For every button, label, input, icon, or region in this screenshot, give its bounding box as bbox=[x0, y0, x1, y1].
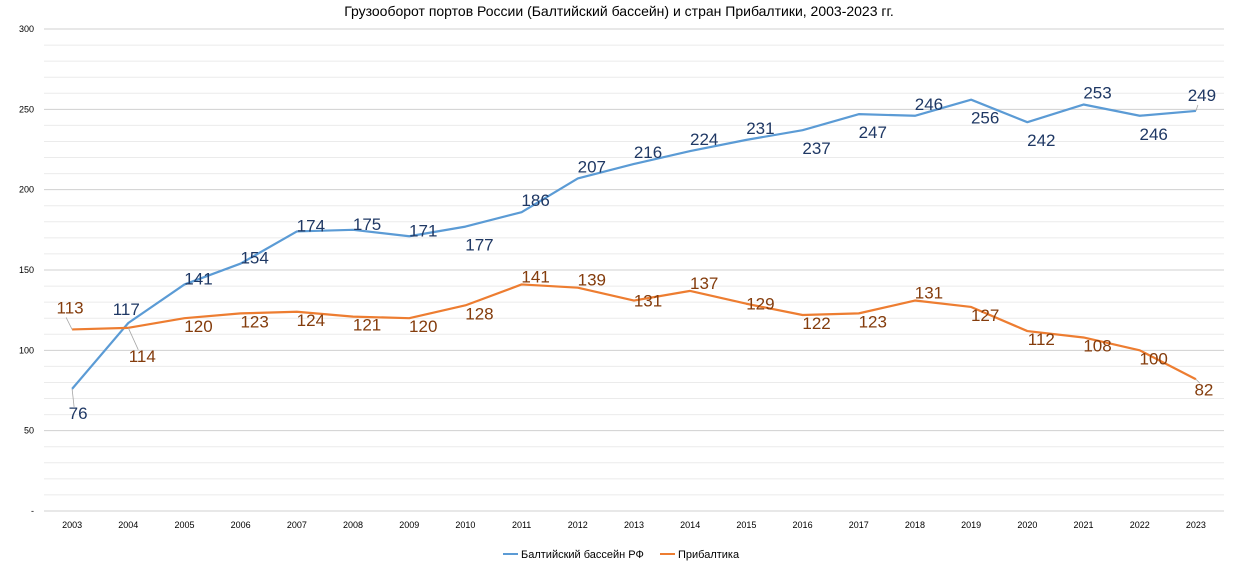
x-tick-label: 2003 bbox=[62, 520, 82, 530]
data-label: 154 bbox=[240, 249, 268, 268]
label-leader-line bbox=[1195, 378, 1201, 384]
data-label: 141 bbox=[184, 269, 212, 288]
label-leaders bbox=[65, 104, 1201, 407]
series-lines bbox=[71, 98, 1197, 390]
x-tick-label: 2008 bbox=[343, 520, 363, 530]
x-tick-label: 2020 bbox=[1017, 520, 1037, 530]
data-label: 120 bbox=[184, 317, 212, 336]
data-label: 137 bbox=[690, 274, 718, 293]
label-leader-line bbox=[71, 388, 75, 407]
data-label: 123 bbox=[859, 312, 887, 331]
data-label: 139 bbox=[578, 271, 606, 290]
x-tick-label: 2007 bbox=[287, 520, 307, 530]
y-tick-label: 150 bbox=[19, 265, 34, 275]
x-tick-label: 2019 bbox=[961, 520, 981, 530]
x-axis-ticks: 2003 2004 2005 2006 2007 2008 2009 2010 2011 2012… bbox=[62, 520, 1206, 530]
data-label: 108 bbox=[1083, 336, 1111, 355]
x-tick-label: 2021 bbox=[1074, 520, 1094, 530]
y-tick-label: 250 bbox=[19, 104, 34, 114]
label-leader-line bbox=[65, 317, 73, 330]
data-label: 171 bbox=[409, 221, 437, 240]
y-tick-label: - bbox=[31, 506, 34, 516]
series-line-baltics bbox=[72, 283, 1197, 381]
label-leader-line bbox=[1195, 104, 1199, 112]
data-label: 175 bbox=[353, 215, 381, 234]
x-tick-label: 2013 bbox=[624, 520, 644, 530]
data-label: 112 bbox=[1028, 330, 1055, 349]
x-tick-label: 2004 bbox=[118, 520, 138, 530]
grid bbox=[44, 28, 1224, 512]
data-label: 129 bbox=[746, 295, 774, 314]
data-label: 122 bbox=[802, 314, 830, 333]
data-label: 247 bbox=[859, 123, 887, 142]
x-tick-label: 2015 bbox=[736, 520, 756, 530]
data-label: 76 bbox=[69, 404, 88, 423]
chart-title: Грузооборот портов России (Балтийский ба… bbox=[344, 3, 894, 19]
data-label: 207 bbox=[578, 157, 606, 176]
x-tick-label: 2016 bbox=[793, 520, 813, 530]
x-tick-label: 2006 bbox=[231, 520, 251, 530]
x-tick-label: 2012 bbox=[568, 520, 588, 530]
x-tick-label: 2022 bbox=[1130, 520, 1150, 530]
data-label: 242 bbox=[1027, 131, 1055, 150]
x-tick-label: 2005 bbox=[174, 520, 194, 530]
data-labels: 76 117 141 154 174 175 171 177 186 207 216 224 231 23… bbox=[57, 84, 1217, 423]
x-tick-label: 2009 bbox=[399, 520, 419, 530]
y-axis-ticks: - 50 100 150 200 250 300 bbox=[19, 24, 34, 516]
y-tick-label: 200 bbox=[19, 185, 34, 195]
label-leader-line bbox=[127, 327, 139, 351]
data-label: 246 bbox=[1140, 125, 1168, 144]
series-line-baltic bbox=[71, 98, 1196, 390]
data-label: 253 bbox=[1083, 84, 1111, 103]
data-label: 127 bbox=[971, 306, 999, 325]
data-label: 174 bbox=[297, 216, 325, 235]
y-tick-label: 300 bbox=[19, 24, 34, 34]
data-label: 246 bbox=[915, 95, 943, 114]
legend-label-baltics: Прибалтика bbox=[678, 549, 740, 561]
data-label: 128 bbox=[465, 304, 493, 323]
data-label: 121 bbox=[353, 316, 381, 335]
data-label: 216 bbox=[634, 143, 662, 162]
x-tick-label: 2014 bbox=[680, 520, 700, 530]
data-label: 231 bbox=[746, 119, 774, 138]
data-label: 177 bbox=[465, 236, 493, 255]
x-tick-label: 2011 bbox=[512, 520, 531, 530]
data-label: 123 bbox=[240, 312, 268, 331]
data-label: 131 bbox=[634, 292, 662, 311]
data-label: 224 bbox=[690, 130, 718, 149]
data-label: 117 bbox=[113, 300, 140, 319]
data-label: 249 bbox=[1188, 86, 1216, 105]
data-label: 124 bbox=[297, 311, 325, 330]
data-label: 114 bbox=[129, 347, 156, 366]
y-tick-label: 100 bbox=[19, 345, 34, 355]
x-tick-label: 2018 bbox=[905, 520, 925, 530]
data-label: 120 bbox=[409, 317, 437, 336]
data-label: 113 bbox=[57, 298, 84, 317]
legend-label-baltic: Балтийский бассейн РФ bbox=[521, 549, 644, 561]
y-tick-label: 50 bbox=[24, 426, 34, 436]
data-label: 100 bbox=[1140, 349, 1168, 368]
data-label: 256 bbox=[971, 109, 999, 128]
data-label: 131 bbox=[915, 284, 943, 303]
data-label: 82 bbox=[1194, 380, 1213, 399]
data-label: 186 bbox=[521, 191, 549, 210]
x-tick-label: 2023 bbox=[1186, 520, 1206, 530]
legend: Балтийский бассейн РФ Прибалтика bbox=[503, 549, 740, 561]
data-label: 141 bbox=[521, 267, 549, 286]
x-tick-label: 2017 bbox=[849, 520, 869, 530]
data-label: 237 bbox=[802, 139, 830, 158]
x-tick-label: 2010 bbox=[455, 520, 475, 530]
